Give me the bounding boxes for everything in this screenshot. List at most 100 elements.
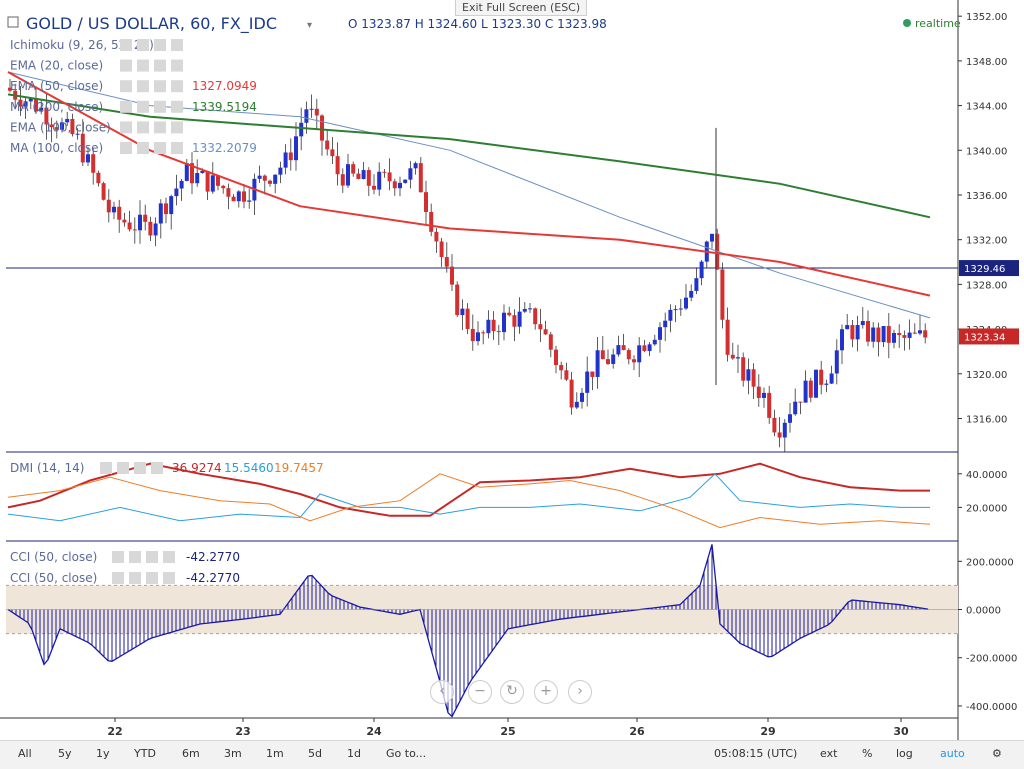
candle-body	[127, 222, 132, 230]
candle-body	[866, 321, 870, 342]
candle-body	[236, 191, 241, 202]
range-button-all[interactable]: All	[18, 747, 32, 760]
cci-icon	[146, 551, 158, 563]
log-button[interactable]: log	[896, 747, 913, 760]
cci-line	[7, 544, 929, 718]
adx-line	[7, 462, 930, 517]
candle-body	[528, 308, 532, 310]
candle-body	[772, 417, 777, 433]
ma100-line	[7, 71, 931, 319]
candle-body	[351, 164, 356, 174]
exit-fullscreen-button[interactable]: Exit Full Screen (ESC)	[455, 0, 588, 16]
price-tick-label: 1332.00	[966, 236, 1007, 247]
dmi-tick-label: 20.0000	[966, 503, 1007, 514]
range-button-1m[interactable]: 1m	[266, 747, 284, 760]
candle-body	[164, 203, 168, 215]
candle-body	[200, 170, 205, 173]
candle-body	[262, 175, 267, 181]
candle-body	[923, 330, 928, 338]
scroll-left-icon[interactable]: ‹	[430, 680, 454, 704]
candle-body	[538, 324, 543, 330]
zoom-out-icon[interactable]: −	[468, 680, 492, 704]
gear-icon[interactable]: ⚙	[992, 747, 1002, 760]
dmi-icon	[151, 462, 163, 474]
candle-body	[522, 308, 527, 312]
reset-icon[interactable]: ↻	[500, 680, 524, 704]
candle-body	[190, 163, 194, 184]
candle-body	[231, 196, 236, 202]
candle-body	[346, 164, 350, 186]
indicator-icon	[171, 142, 183, 154]
range-button-3m[interactable]: 3m	[224, 747, 242, 760]
candle-body	[491, 319, 496, 332]
range-button-5y[interactable]: 5y	[58, 747, 72, 760]
candle-body	[574, 401, 579, 408]
candle-body	[725, 319, 730, 355]
range-button-5d[interactable]: 5d	[308, 747, 322, 760]
candle-body	[767, 392, 772, 418]
candle-body	[70, 118, 75, 135]
range-button-6m[interactable]: 6m	[182, 747, 200, 760]
goto-button[interactable]: Go to...	[386, 747, 427, 760]
price-tick-label: 1352.00	[966, 12, 1007, 23]
candle-body	[814, 369, 818, 398]
candle-body	[54, 127, 59, 130]
candle-body	[512, 315, 517, 327]
candle-body	[450, 266, 454, 285]
candle-body	[590, 371, 595, 377]
scroll-right-icon[interactable]: ›	[568, 680, 592, 704]
candle-body	[470, 328, 475, 342]
candle-body	[299, 122, 304, 137]
candle-body	[746, 369, 751, 381]
candle-body	[268, 180, 272, 184]
indicator-value: 1332.2079	[192, 141, 257, 155]
candle-body	[611, 354, 616, 364]
candle-body	[242, 191, 246, 202]
candle-body	[543, 329, 548, 335]
cci-icon	[163, 572, 175, 584]
candle-body	[642, 345, 647, 351]
candle-body	[34, 98, 38, 112]
candle-body	[548, 334, 553, 350]
candle-body	[912, 332, 917, 334]
range-button-ytd[interactable]: YTD	[134, 747, 156, 760]
candle-body	[720, 269, 725, 320]
candle-body	[434, 231, 439, 242]
candle-body	[881, 326, 886, 343]
candle-body	[80, 133, 85, 163]
indicator-icon	[154, 100, 166, 113]
candle-body	[294, 136, 298, 161]
ohlc-values: O 1323.87 H 1324.60 L 1323.30 C 1323.98	[348, 17, 607, 31]
indicator-icon	[137, 39, 149, 51]
cci-tick-label: -400.0000	[966, 702, 1017, 713]
cci-label: CCI (50, close)	[10, 550, 97, 564]
range-button-1y[interactable]: 1y	[96, 747, 110, 760]
zoom-in-icon[interactable]: +	[534, 680, 558, 704]
candle-body	[377, 171, 382, 190]
date-tick-label: 26	[629, 725, 645, 738]
indicator-icon	[137, 142, 149, 154]
date-tick-label: 24	[366, 725, 382, 738]
date-tick-label: 29	[760, 725, 775, 738]
di-plus-line	[7, 473, 930, 522]
indicator-icon	[120, 121, 132, 134]
percent-button[interactable]: %	[862, 747, 873, 760]
candle-body	[658, 327, 662, 340]
range-button-1d[interactable]: 1d	[347, 747, 361, 760]
candle-body	[216, 175, 220, 186]
candle-body	[569, 379, 574, 408]
candle-body	[554, 349, 558, 366]
candle-body	[205, 170, 210, 192]
cci-tick-label: 0.0000	[966, 606, 1001, 617]
candle-body	[897, 332, 902, 336]
ext-button[interactable]: ext	[820, 747, 838, 760]
collapse-icon	[7, 16, 19, 28]
candle-body	[803, 380, 808, 403]
candle-body	[580, 392, 584, 402]
candle-body	[382, 171, 387, 173]
candle-body	[96, 172, 101, 184]
candle-body	[460, 308, 465, 316]
candle-body	[684, 297, 688, 309]
candle-body	[824, 383, 829, 385]
auto-button[interactable]: auto	[940, 747, 965, 760]
